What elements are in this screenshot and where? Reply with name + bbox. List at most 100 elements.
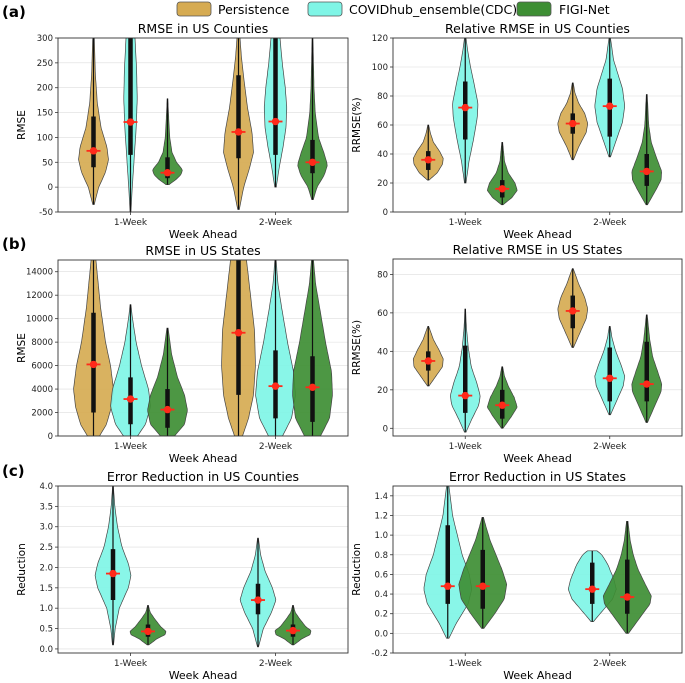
chart4-ytick-label: 1.0 [39, 604, 53, 614]
chart0-ytick-label: 250 [37, 59, 53, 69]
legend-label-persistence: Persistence [218, 2, 290, 17]
chart2-violin-persistence-1-week-mean-point [89, 360, 98, 369]
legend-swatch-figinet [516, 1, 552, 17]
chart3-ytick-label: 20 [377, 386, 388, 396]
chart-rrmse-counties: Relative RMSE in US Counties 0 20 40 60 80 100… [351, 21, 683, 241]
chart1-ytick-label: 40 [377, 150, 388, 160]
chart3-xlabel: Week Ahead [503, 452, 572, 465]
chart5-ytick-label: 0.6 [374, 570, 388, 580]
chart2-ylabel: RMSE [16, 333, 28, 363]
chart2-xtick-label: 2-Week [259, 442, 293, 452]
chart1-xtick-label: 1-Week [449, 218, 483, 228]
chart-reduction-counties: Error Reduction in US Counties 0.0 0.5 1.0 1… [16, 469, 349, 682]
chart0-ylabel: RMSE [16, 110, 28, 140]
legend: Persistence COVIDhub_ensemble(CDC) FIGI-… [176, 1, 610, 17]
chart0-violin-covidhub-ensemble-cdc-1-week-mean-point [126, 118, 135, 126]
chart1-violin-figi-net-2-week-mean-point [643, 167, 651, 176]
chart1-ytick-label: 60 [377, 121, 388, 131]
chart5-ytick-label: 1.4 [374, 492, 388, 502]
chart1-violin-covidhub-ensemble-cdc-1-week-mean-point [461, 103, 469, 112]
chart3-violin-covidhub-ensemble-cdc-1-week-mean-point [461, 391, 469, 400]
chart5-xlabel: Week Ahead [503, 669, 572, 682]
chart2-frame [57, 259, 349, 437]
chart3-violins [412, 268, 663, 433]
chart2-violin-covidhub-ensemble-cdc-1-week-mean-point [126, 395, 135, 403]
chart0-violin-figi-net-2-week-mean-point [308, 158, 317, 166]
chart4-frame [57, 485, 349, 654]
chart5-violin-covidhub-ensemble-cdc-2-week-mean-point [588, 585, 596, 593]
panel-label-a: (a) [2, 3, 26, 21]
legend-swatch-persistence [176, 1, 212, 17]
chart2-ytick-label: 8000 [31, 338, 53, 348]
chart3-violin-figi-net-2-week-mean-point [643, 380, 651, 388]
chart0-title: RMSE in US Counties [138, 21, 269, 36]
chart0-violins [78, 38, 328, 212]
chart5-xtick-label: 2-Week [593, 659, 627, 669]
chart1-ytick-label: 20 [377, 179, 388, 189]
chart0-ytick-label: 300 [37, 34, 53, 44]
chart1-ylabel: RRMSE(%) [351, 97, 363, 152]
chart0-violin-figi-net-1-week-mean-point [163, 169, 172, 177]
chart1-title: Relative RMSE in US Counties [445, 21, 630, 36]
chart2-ytick-label: 10000 [26, 315, 53, 325]
chart1-ytick-label: 100 [372, 63, 388, 73]
chart1-violin-figi-net-1-week-mean-point [498, 185, 506, 193]
chart0-ytick-label: 50 [42, 158, 53, 168]
chart5-violin-covidhub-ensemble-cdc-1-week-mean-point [444, 582, 452, 590]
chart5-ytick-label: 0.4 [374, 590, 388, 600]
chart1-violin-covidhub-ensemble-cdc-2-week-mean-point [606, 102, 614, 110]
chart3-ytick-label: 80 [377, 270, 388, 280]
chart3-ytick-label: 0 [383, 424, 388, 434]
chart0-xtick-label: 2-Week [259, 218, 293, 228]
chart4-xtick-label: 1-Week [114, 659, 148, 669]
legend-label-covidhub: COVIDhub_ensemble(CDC) [349, 2, 517, 17]
chart3-violin-persistence-2-week-mean-point [569, 307, 577, 315]
chart4-violin-figi-net-2-week-mean-point [289, 626, 297, 635]
chart4-ytick-label: 1.5 [39, 584, 53, 594]
chart5-ylabel: Reduction [351, 543, 363, 596]
chart5-ytick-label: 0.8 [374, 551, 388, 561]
chart5-violins [423, 486, 652, 639]
chart3-violin-covidhub-ensemble-cdc-2-week-mean-point [606, 374, 614, 382]
chart2-violin-figi-net-2-week-mean-point [308, 383, 317, 392]
chart4-title: Error Reduction in US Counties [107, 469, 299, 484]
chart0-xlabel: Week Ahead [169, 228, 238, 241]
chart4-violin-figi-net-1-week-mean-point [144, 627, 152, 636]
chart0-frame [57, 37, 349, 213]
chart5-xtick-label: 1-Week [449, 659, 483, 669]
chart2-xlabel: Week Ahead [169, 452, 238, 465]
chart4-violin-covidhub-ensemble-cdc-1-week-mean-point [109, 569, 117, 578]
chart3-ylabel: RRMSE(%) [351, 320, 363, 375]
chart1-violin-persistence-2-week-mean-point [569, 119, 577, 128]
chart2-violins [73, 260, 333, 436]
chart4-ytick-label: 3.0 [39, 523, 53, 533]
chart4-xtick-label: 2-Week [259, 659, 293, 669]
chart0-ytick-label: 0 [48, 183, 53, 193]
chart2-ytick-label: 12000 [26, 291, 53, 301]
chart3-xtick-label: 1-Week [449, 442, 483, 452]
chart5-ytick-label: -0.2 [371, 649, 388, 659]
panel-label-b: (b) [2, 235, 26, 253]
chart4-ytick-label: 0.0 [39, 645, 53, 655]
chart4-ytick-label: 2.5 [39, 543, 53, 553]
chart2-violin-covidhub-ensemble-cdc-2-week-mean-point [271, 382, 280, 390]
chart-rrmse-states: Relative RMSE in US States 0 20 40 60 80 1-Wee… [351, 242, 683, 465]
chart1-violins [412, 38, 662, 206]
chart0-violin-persistence-1-week-mean-point [89, 147, 98, 155]
chart5-violin-figi-net-1-week-mean-point [479, 582, 487, 590]
chart4-xlabel: Week Ahead [169, 669, 238, 682]
chart5-ytick-label: 1.0 [374, 531, 388, 541]
chart2-violin-persistence-2-week-mean-point [234, 329, 243, 337]
chart3-violin-persistence-1-week-mean-point [424, 357, 432, 365]
chart4-ytick-label: 2.0 [39, 563, 53, 573]
chart0-ytick-label: 100 [37, 133, 53, 143]
chart1-xtick-label: 2-Week [593, 218, 627, 228]
chart5-frame [392, 485, 683, 654]
chart4-ytick-label: 0.5 [39, 625, 53, 635]
chart2-ytick-label: 0 [48, 432, 53, 442]
panel-label-c: (c) [2, 462, 25, 480]
chart5-ytick-label: 0.0 [374, 629, 388, 639]
chart1-ytick-label: 120 [372, 34, 388, 44]
chart4-violin-covidhub-ensemble-cdc-2-week-mean-point [254, 596, 262, 604]
